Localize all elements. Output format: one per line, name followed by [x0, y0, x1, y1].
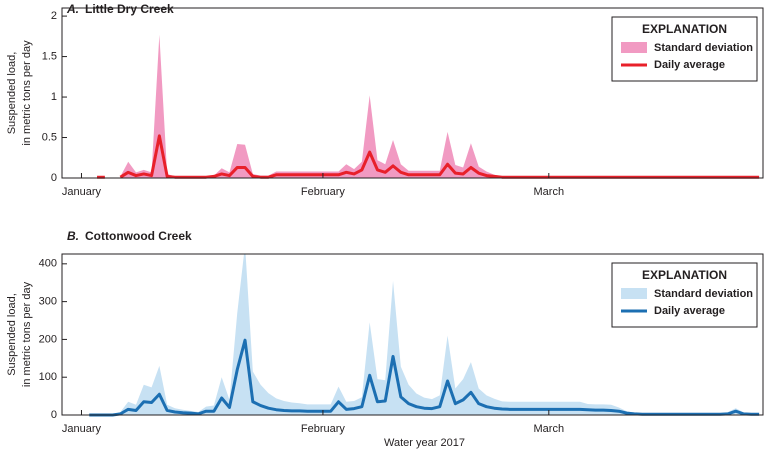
legend-title: EXPLANATION: [642, 268, 727, 282]
panel-letter: B.: [67, 229, 79, 243]
plot-frame: [61, 7, 764, 179]
y-tick-label: 1: [51, 91, 57, 103]
legend-swatch: [621, 288, 647, 299]
x-tick-label: February: [301, 423, 346, 435]
x-tick-label: January: [62, 423, 102, 435]
title-text: Cottonwood Creek: [85, 229, 192, 243]
chart-title: A. Little Dry Creek: [66, 2, 174, 16]
avg-line: [89, 338, 760, 417]
plot-frame: [61, 253, 764, 416]
y-tick-label: 200: [39, 333, 57, 345]
x-tick-label: January: [62, 186, 102, 198]
x-tick-label: March: [534, 186, 565, 198]
x-tick-label: February: [301, 186, 346, 198]
x-tick-label: March: [534, 423, 565, 435]
legend-title: EXPLANATION: [642, 22, 727, 36]
legend-label: Standard deviation: [654, 288, 753, 300]
panel: A. Little Dry Creek 0 0.5 1 1.5 2 January Februa…: [6, 2, 764, 198]
y-axis-label: Suspended load,: [6, 52, 18, 135]
y-tick-label: 300: [39, 296, 57, 308]
x-axis-label: Water year 2017: [384, 437, 465, 449]
y-axis-label: in metric tons per day: [21, 281, 33, 387]
y-tick-label: 0.5: [42, 131, 57, 143]
panel-letter: A.: [66, 2, 79, 16]
avg-line: [97, 134, 760, 179]
y-tick-label: 0: [51, 172, 57, 184]
legend-label: Daily average: [654, 305, 725, 317]
panel: B. Cottonwood Creek 0 100 200 300 400 January Fe…: [6, 229, 764, 449]
y-axis-label: in metric tons per day: [21, 40, 33, 146]
legend-label: Standard deviation: [654, 42, 753, 54]
y-tick-label: 1.5: [42, 50, 57, 62]
y-tick-label: 400: [39, 258, 57, 270]
legend-label: Daily average: [654, 59, 725, 71]
y-tick-label: 0: [51, 409, 57, 421]
y-tick-label: 100: [39, 371, 57, 383]
legend-swatch: [621, 42, 647, 53]
title-text: Little Dry Creek: [85, 2, 174, 16]
y-tick-label: 2: [51, 10, 57, 22]
y-axis-label: Suspended load,: [6, 293, 18, 376]
chart-title: B. Cottonwood Creek: [67, 229, 192, 243]
